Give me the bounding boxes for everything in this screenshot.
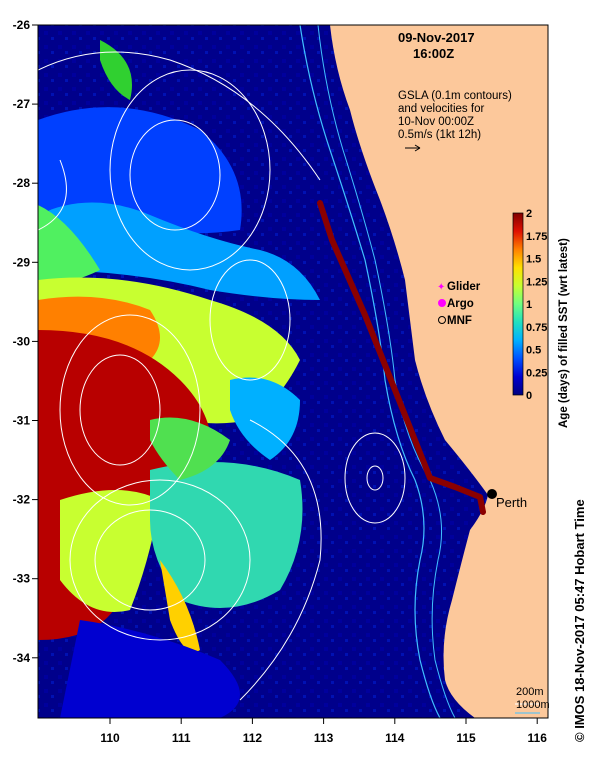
colorbar-tick-label: 0.75	[526, 322, 547, 334]
sst-patch-green-north	[100, 40, 132, 100]
y-tick-label: -26	[13, 18, 31, 32]
mnf-icon	[438, 316, 446, 324]
sst-patch-green-mid	[150, 417, 230, 480]
y-tick-label: -31	[13, 414, 31, 428]
platform-legend: ✦ Glider Argo MNF	[437, 281, 481, 327]
annotation-line-4: 0.5m/s (1kt 12h)	[398, 129, 481, 141]
colorbar-tick-label: 2	[526, 208, 532, 220]
plot-frame	[37, 24, 549, 719]
legend-argo: Argo	[447, 298, 474, 310]
x-tick-label: 112	[243, 731, 263, 745]
colorbar-tick-label: 0.5	[526, 345, 541, 357]
sst-patch-teal	[150, 462, 303, 608]
depth-legend-200m: 200m	[516, 686, 544, 698]
y-tick-label: -28	[13, 176, 31, 190]
colorbar-ticks: 2 1.75 1.5 1.25 1 0.75 0.5 0.25 0	[526, 208, 547, 402]
argo-icon	[438, 299, 446, 307]
x-tick-label: 110	[100, 731, 120, 745]
annotation-line-1: GSLA (0.1m contours)	[398, 90, 512, 102]
sst-patch-blue-south	[60, 620, 240, 718]
y-tick-label: -27	[13, 97, 31, 111]
legend-mnf: MNF	[447, 315, 472, 327]
imos-credit: © IMOS 18-Nov-2017 05:47 Hobart Time	[572, 499, 587, 742]
sst-patch-blue-north	[38, 107, 242, 234]
colorbar-tick-label: 0	[526, 390, 532, 402]
plot-area: Perth	[38, 25, 548, 718]
perth-marker	[487, 489, 497, 499]
glider-icon: ✦	[437, 282, 445, 293]
x-axis-ticks: 110 111 112 113 114 115 116	[100, 718, 547, 745]
sst-patch-yellow-south	[160, 560, 200, 652]
x-tick-label: 111	[172, 731, 191, 745]
colorbar-label: Age (days) of filled SST (wrt latest)	[558, 238, 570, 428]
gsla-contours	[38, 51, 406, 701]
x-tick-label: 115	[456, 731, 476, 745]
y-tick-label: -34	[13, 651, 31, 665]
isobath-1000m	[299, 25, 441, 718]
map-time: 16:00Z	[413, 46, 454, 61]
velocity-scale-arrow-icon	[405, 144, 421, 152]
vessel-track	[317, 200, 486, 515]
x-tick-label: 116	[528, 731, 548, 745]
map-date: 09-Nov-2017	[398, 30, 475, 45]
x-tick-label: 113	[314, 731, 334, 745]
y-tick-label: -32	[13, 493, 31, 507]
y-tick-label: -33	[13, 572, 31, 586]
colorbar	[512, 212, 524, 396]
sst-patch-cyan	[38, 202, 320, 300]
colorbar-tick-label: 1	[526, 299, 532, 311]
city-label-perth: Perth	[496, 495, 527, 510]
sst-patch-lightblue	[230, 377, 300, 460]
y-tick-label: -30	[13, 334, 31, 348]
colorbar-tick-label: 0.25	[526, 367, 547, 379]
colorbar-tick-label: 1.5	[526, 254, 541, 266]
x-tick-label: 114	[385, 731, 405, 745]
y-tick-label: -29	[13, 255, 31, 269]
annotation-line-3: 10-Nov 00:00Z	[398, 116, 474, 128]
sst-patch-green-west	[38, 205, 100, 285]
legend-glider: Glider	[447, 281, 481, 293]
sst-age-field	[38, 40, 320, 718]
colorbar-tick-label: 1.75	[526, 231, 547, 243]
land-australia	[330, 25, 548, 718]
annotation-line-2: and velocities for	[398, 103, 484, 115]
sst-patch-yellowgreen-south	[60, 490, 160, 612]
y-axis-ticks: -26 -27 -28 -29 -30 -31 -32 -33 -34	[13, 18, 38, 665]
colorbar-tick-label: 1.25	[526, 276, 547, 288]
depth-legend-1000m: 1000m	[516, 699, 550, 711]
